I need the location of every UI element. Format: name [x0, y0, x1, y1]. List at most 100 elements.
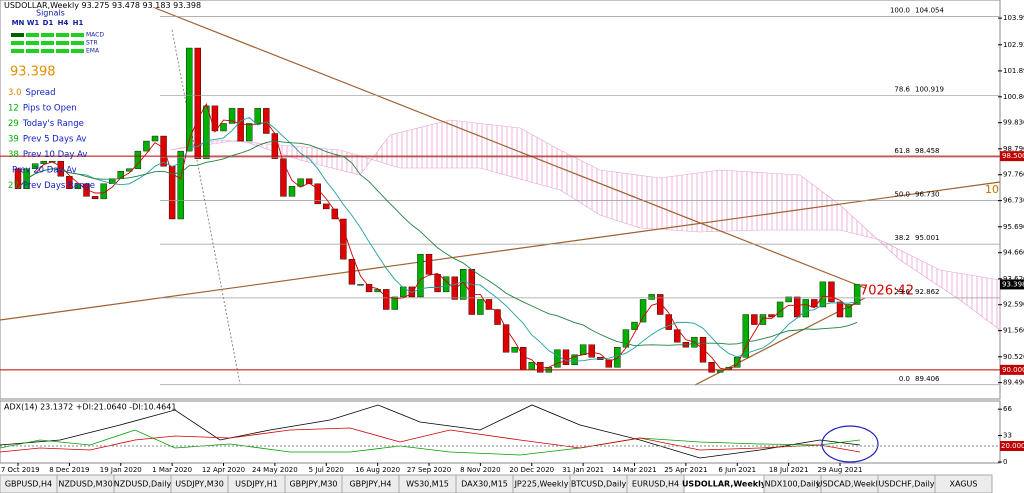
info-label: Prev 5 Days Av	[23, 134, 87, 144]
adx-level-box	[1000, 441, 1024, 451]
x-tick-label: 8 Dec 2019	[49, 466, 89, 474]
tab-label[interactable]: WS30,M15	[406, 480, 449, 489]
info-row: 27 Prev Days Range	[8, 181, 95, 191]
signal-cell	[56, 41, 69, 45]
signal-cell	[26, 49, 39, 53]
candle-body	[288, 186, 296, 197]
candle-body	[853, 284, 861, 305]
candle-body	[66, 176, 73, 190]
candle-body	[502, 324, 510, 353]
current-price-box	[1000, 279, 1024, 290]
info-row: 39 Prev 5 Days Av	[8, 134, 86, 144]
info-label: Today's Range	[22, 119, 84, 129]
chart-header: USDOLLAR,Weekly 93.275 93.478 93.183 93.…	[4, 1, 201, 10]
candle-body	[639, 299, 647, 323]
tab-label[interactable]: NDX100,Daily	[765, 480, 821, 489]
y-tick-label: 89.490	[1003, 379, 1024, 387]
fib-ratio: 23.6	[894, 288, 910, 296]
info-value: 27	[8, 181, 19, 191]
tab-label[interactable]: NZDUSD,M30	[58, 480, 112, 489]
symbol: USDOLLAR,Weekly	[4, 1, 79, 10]
x-tick-label: 12 Apr 2020	[202, 466, 245, 474]
tab-label[interactable]: XAGUS	[950, 480, 978, 489]
info-row: 3.0 Spread	[8, 88, 55, 98]
adx-title: ADX(14) 23.1372 +DI:21.0640 -DI:10.4641	[4, 403, 176, 412]
tab-label[interactable]: GBPUSD,H4	[5, 480, 52, 489]
x-tick-label: 8 Nov 2020	[460, 466, 500, 474]
candle-body	[648, 294, 655, 300]
tab-label[interactable]: BTCUSD,Daily	[571, 480, 627, 489]
y-tick-label: 92.590	[1003, 301, 1024, 309]
candle-body	[374, 289, 381, 293]
trend-line	[0, 181, 1001, 321]
trend-line	[154, 7, 866, 289]
candle-body	[417, 253, 424, 298]
candle-body	[151, 135, 159, 142]
info-row: Prev 20 Day Av	[12, 165, 77, 175]
tab-label[interactable]: GBPJPY,H4	[349, 480, 391, 489]
moving-average	[17, 140, 858, 347]
candle-body	[485, 299, 493, 310]
y-tick-label: 101.890	[1003, 67, 1024, 75]
ohlc: 93.275 93.478 93.183 93.398	[81, 1, 201, 10]
signal-cell	[11, 33, 24, 37]
info-label: Pips to Open	[23, 103, 77, 113]
info-value: 3.0	[8, 88, 22, 98]
fib-price: 95.001	[915, 234, 940, 242]
timeframe: W1	[27, 19, 40, 27]
x-tick-label: 24 May 2020	[252, 466, 298, 474]
info-value: 39	[8, 134, 19, 144]
trend-line	[694, 297, 866, 386]
tab-label[interactable]: DAX30,M15	[461, 480, 508, 489]
fib-ratio: 50.0	[894, 191, 910, 199]
x-tick-label: 1 Mar 2020	[152, 466, 192, 474]
candle-body	[263, 108, 270, 134]
fib-price: 100.919	[915, 85, 944, 93]
tab[interactable]	[934, 474, 993, 493]
candle-body	[400, 286, 407, 298]
fib-ratio: 100.0	[890, 6, 910, 14]
tab-label[interactable]: USDJPY,H1	[235, 480, 278, 489]
tab-label[interactable]: EURUSD,H4	[632, 480, 679, 489]
indicator-name: STR	[86, 40, 98, 47]
tab-label[interactable]: NZDUSD,Daily	[114, 480, 172, 489]
candle-body	[365, 284, 373, 293]
signal-cell	[56, 33, 69, 37]
tab-label[interactable]: GBPJPY,M30	[289, 480, 337, 489]
y-tick-label: 97.760	[1003, 171, 1024, 179]
indicator-name: EMA	[86, 48, 100, 55]
moving-average	[17, 116, 858, 362]
candle-body	[57, 160, 65, 177]
info-value: 29	[8, 119, 19, 129]
candle-body	[631, 321, 638, 330]
candle-body	[802, 299, 809, 318]
signal-cell	[56, 49, 69, 53]
candle-body	[819, 281, 827, 308]
minus-di-line	[0, 427, 861, 453]
candle-body	[614, 347, 621, 368]
tab-label[interactable]: USDOLLAR,Weekly	[682, 480, 767, 489]
price-pane	[0, 0, 1001, 400]
adx-line	[0, 404, 861, 459]
fib-ratio: 78.6	[894, 85, 910, 93]
y-tick-label: 90.520	[1003, 353, 1024, 361]
tab-label[interactable]: USDCAD,Weekly	[817, 480, 883, 489]
x-tick-label: 31 Jan 2021	[562, 466, 604, 474]
signal-cell	[41, 41, 54, 45]
price-label: 98.500	[1002, 152, 1024, 160]
y-tick-label: 103.990	[1003, 14, 1024, 22]
x-tick-label: 27 Oct 2019	[0, 466, 40, 474]
candle-body	[31, 163, 39, 169]
tab-label[interactable]: JP225,Weekly	[514, 480, 569, 489]
tab-label[interactable]: USDCHF,Daily	[878, 480, 934, 489]
candle-body	[323, 203, 330, 210]
candle-body	[91, 196, 99, 200]
tab-label[interactable]: USDJPY,M30	[175, 480, 224, 489]
x-tick-label: 18 Jul 2021	[769, 466, 809, 474]
x-tick-label: 6 Jun 2021	[718, 466, 756, 474]
timeframe: H4	[58, 19, 69, 27]
candle-body	[665, 314, 672, 330]
signal-cell	[71, 49, 84, 53]
candle-body	[357, 284, 364, 286]
fib-price: 92.862	[915, 288, 940, 296]
